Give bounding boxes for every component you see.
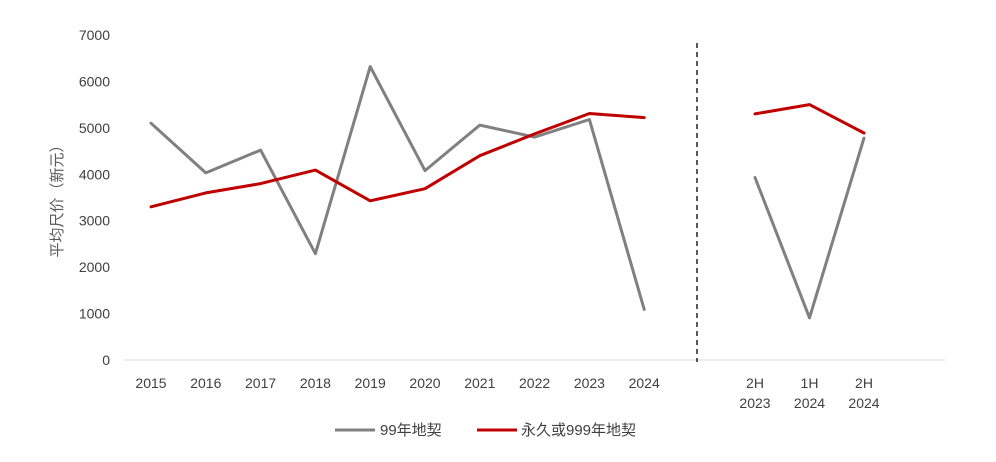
x-tick-label: 2023 <box>739 395 770 411</box>
x-tick-label: 2H <box>855 375 873 391</box>
y-tick-label: 0 <box>102 352 110 368</box>
legend-label-999: 永久或999年地契 <box>521 422 636 439</box>
series-line-1-0 <box>753 136 866 320</box>
x-tick-label: 2024 <box>848 395 879 411</box>
y-axis-label: 平均尺价（新元） <box>49 137 66 257</box>
x-tick-label: 2023 <box>574 375 605 391</box>
x-tick-label: 1H <box>801 375 819 391</box>
x-tick-label: 2021 <box>464 375 495 391</box>
y-axis-ticks: 0 1000 2000 3000 4000 5000 6000 7000 <box>79 27 110 368</box>
x-tick-label: 2016 <box>190 375 221 391</box>
series-line-0-0 <box>149 65 646 311</box>
series-layer <box>149 65 866 320</box>
series-line-1-1 <box>753 103 866 135</box>
legend-label-99: 99年地契 <box>380 422 442 439</box>
y-tick-label: 2000 <box>79 259 110 275</box>
y-tick-label: 7000 <box>79 27 110 43</box>
y-tick-label: 1000 <box>79 306 110 322</box>
x-tick-label: 2019 <box>355 375 386 391</box>
x-tick-label: 2024 <box>794 395 825 411</box>
x-tick-label: 2022 <box>519 375 550 391</box>
x-tick-label: 2024 <box>629 375 660 391</box>
x-tick-label: 2015 <box>135 375 166 391</box>
y-tick-label: 5000 <box>79 120 110 136</box>
series-line-0-1 <box>149 112 646 209</box>
x-tick-label: 2020 <box>409 375 440 391</box>
y-tick-label: 4000 <box>79 166 110 182</box>
x-tick-label: 2H <box>746 375 764 391</box>
legend: 99年地契 永久或999年地契 <box>335 422 636 439</box>
x-axis-ticks: 2015 2016 2017 2018 2019 2020 2021 2022 2023 2024… <box>135 375 879 411</box>
x-tick-label: 2017 <box>245 375 276 391</box>
y-tick-label: 3000 <box>79 213 110 229</box>
x-tick-label: 2018 <box>300 375 331 391</box>
y-tick-label: 6000 <box>79 73 110 89</box>
legend-item-999: 永久或999年地契 <box>477 422 636 439</box>
legend-item-99: 99年地契 <box>335 422 442 439</box>
